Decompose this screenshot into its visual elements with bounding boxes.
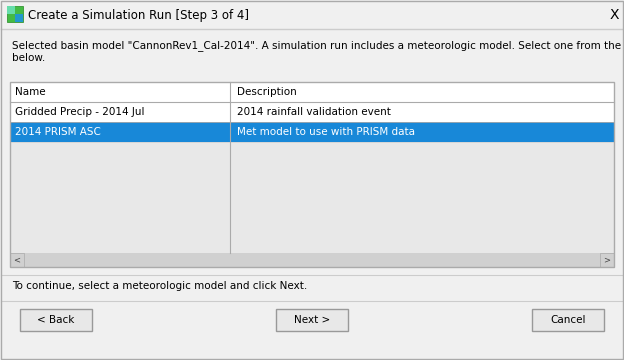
Text: below.: below. — [12, 53, 46, 63]
Text: < Back: < Back — [37, 315, 75, 325]
Text: Met model to use with PRISM data: Met model to use with PRISM data — [238, 127, 416, 137]
Bar — [10, 82, 614, 102]
Text: Create a Simulation Run [Step 3 of 4]: Create a Simulation Run [Step 3 of 4] — [28, 9, 249, 22]
Bar — [532, 309, 604, 331]
Bar — [10, 102, 614, 122]
Bar — [7, 6, 23, 22]
Bar — [10, 253, 24, 267]
Text: Gridded Precip - 2014 Jul: Gridded Precip - 2014 Jul — [15, 107, 145, 117]
Bar — [15, 14, 23, 22]
Bar — [10, 82, 614, 267]
Text: Description: Description — [238, 87, 297, 97]
Bar — [10, 253, 614, 267]
Text: 2014 PRISM ASC: 2014 PRISM ASC — [15, 127, 101, 137]
Bar — [10, 82, 614, 267]
Bar — [276, 309, 348, 331]
Bar — [600, 253, 614, 267]
Text: To continue, select a meteorologic model and click Next.: To continue, select a meteorologic model… — [12, 281, 307, 291]
Text: Name: Name — [15, 87, 46, 97]
Text: X: X — [609, 8, 619, 22]
Bar — [7, 6, 15, 14]
Text: Selected basin model "CannonRev1_Cal-2014". A simulation run includes a meteorol: Selected basin model "CannonRev1_Cal-201… — [12, 40, 624, 51]
Text: Cancel: Cancel — [550, 315, 586, 325]
Bar — [10, 122, 614, 142]
Text: 2014 rainfall validation event: 2014 rainfall validation event — [238, 107, 391, 117]
Text: Next >: Next > — [294, 315, 330, 325]
Bar — [1, 1, 623, 29]
Text: <: < — [14, 256, 21, 265]
Text: >: > — [603, 256, 610, 265]
Bar — [20, 309, 92, 331]
